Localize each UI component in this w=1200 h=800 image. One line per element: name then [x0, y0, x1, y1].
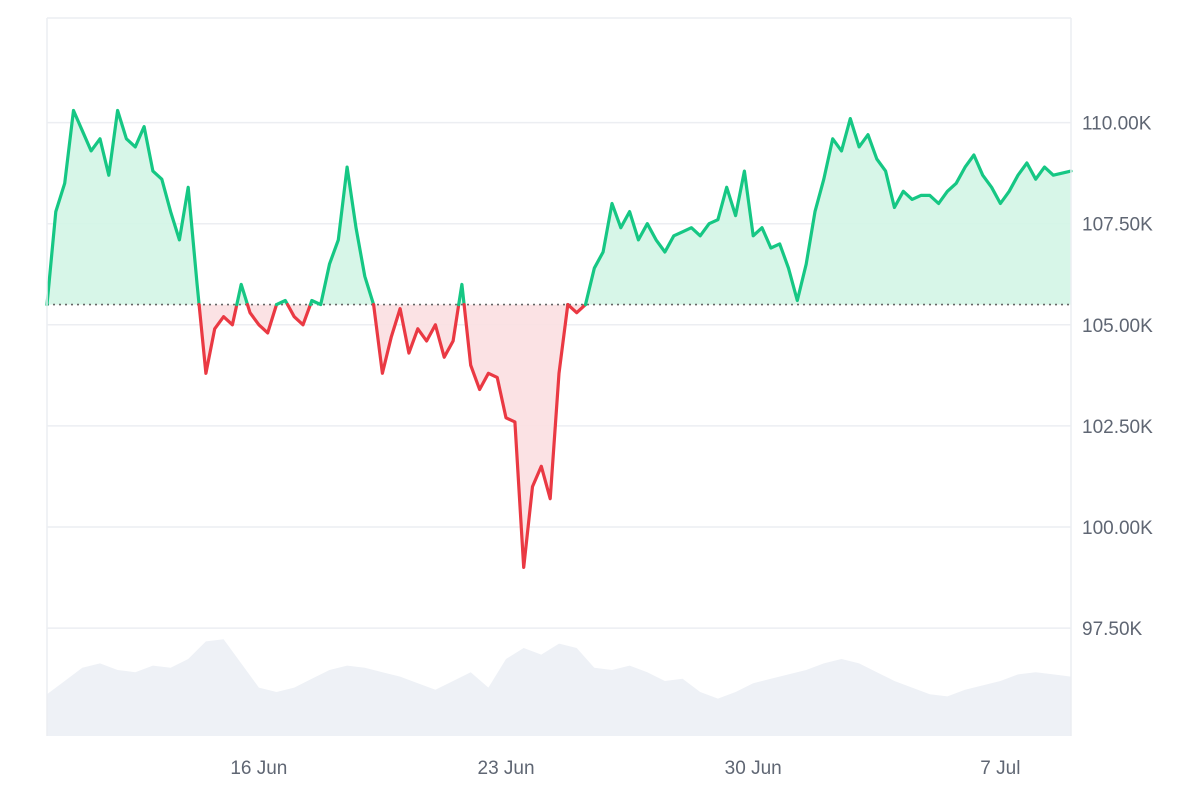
- line-segment-down-9: [462, 303, 570, 569]
- line-segment-up-12: [583, 117, 1073, 307]
- y-tick-label: 107.50K: [1082, 215, 1153, 236]
- x-tick-label: 30 Jun: [725, 758, 782, 779]
- line-segment-up-8: [457, 282, 466, 307]
- plot-frame: [46, 17, 1072, 736]
- line-segment-down-3: [245, 303, 279, 335]
- y-tick-label: 110.00K: [1082, 114, 1152, 135]
- line-segment-down-7: [372, 303, 461, 375]
- line-segment-down-5: [286, 303, 312, 327]
- y-tick-label: 97.50K: [1082, 619, 1143, 640]
- area-above-6: [310, 167, 374, 305]
- y-tick-label: 100.00K: [1082, 518, 1153, 539]
- volume-area-shape: [47, 639, 1071, 736]
- line-segment-up-0: [45, 108, 201, 307]
- area-above-12: [585, 118, 1071, 305]
- y-tick-label: 105.00K: [1082, 316, 1153, 337]
- x-tick-label: 23 Jun: [478, 758, 535, 779]
- x-tick-label: 7 Jul: [980, 758, 1020, 779]
- line-segment-down-11: [566, 303, 588, 315]
- area-above-0: [47, 110, 200, 305]
- volume-area: [47, 639, 1071, 736]
- x-axis-ticks: 16 Jun 23 Jun 30 Jun 7 Jul: [230, 758, 1020, 779]
- line-segment-down-1: [197, 303, 239, 375]
- price-area-fills: [47, 110, 1071, 568]
- y-tick-label: 102.50K: [1082, 417, 1153, 438]
- price-line: [45, 108, 1073, 569]
- x-tick-label: 16 Jun: [230, 758, 287, 779]
- line-segment-up-6: [308, 165, 376, 307]
- line-segment-up-2: [235, 282, 250, 307]
- y-axis-ticks: 97.50K 100.00K 102.50K 105.00K 107.50K 110.00…: [1082, 114, 1153, 640]
